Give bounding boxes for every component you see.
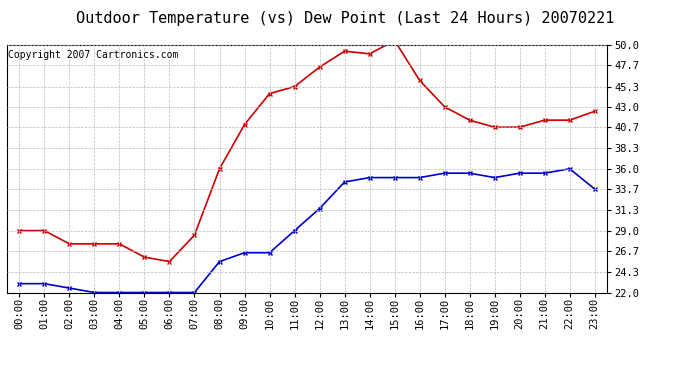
Text: Outdoor Temperature (vs) Dew Point (Last 24 Hours) 20070221: Outdoor Temperature (vs) Dew Point (Last…: [76, 11, 614, 26]
Text: Copyright 2007 Cartronics.com: Copyright 2007 Cartronics.com: [8, 50, 179, 60]
